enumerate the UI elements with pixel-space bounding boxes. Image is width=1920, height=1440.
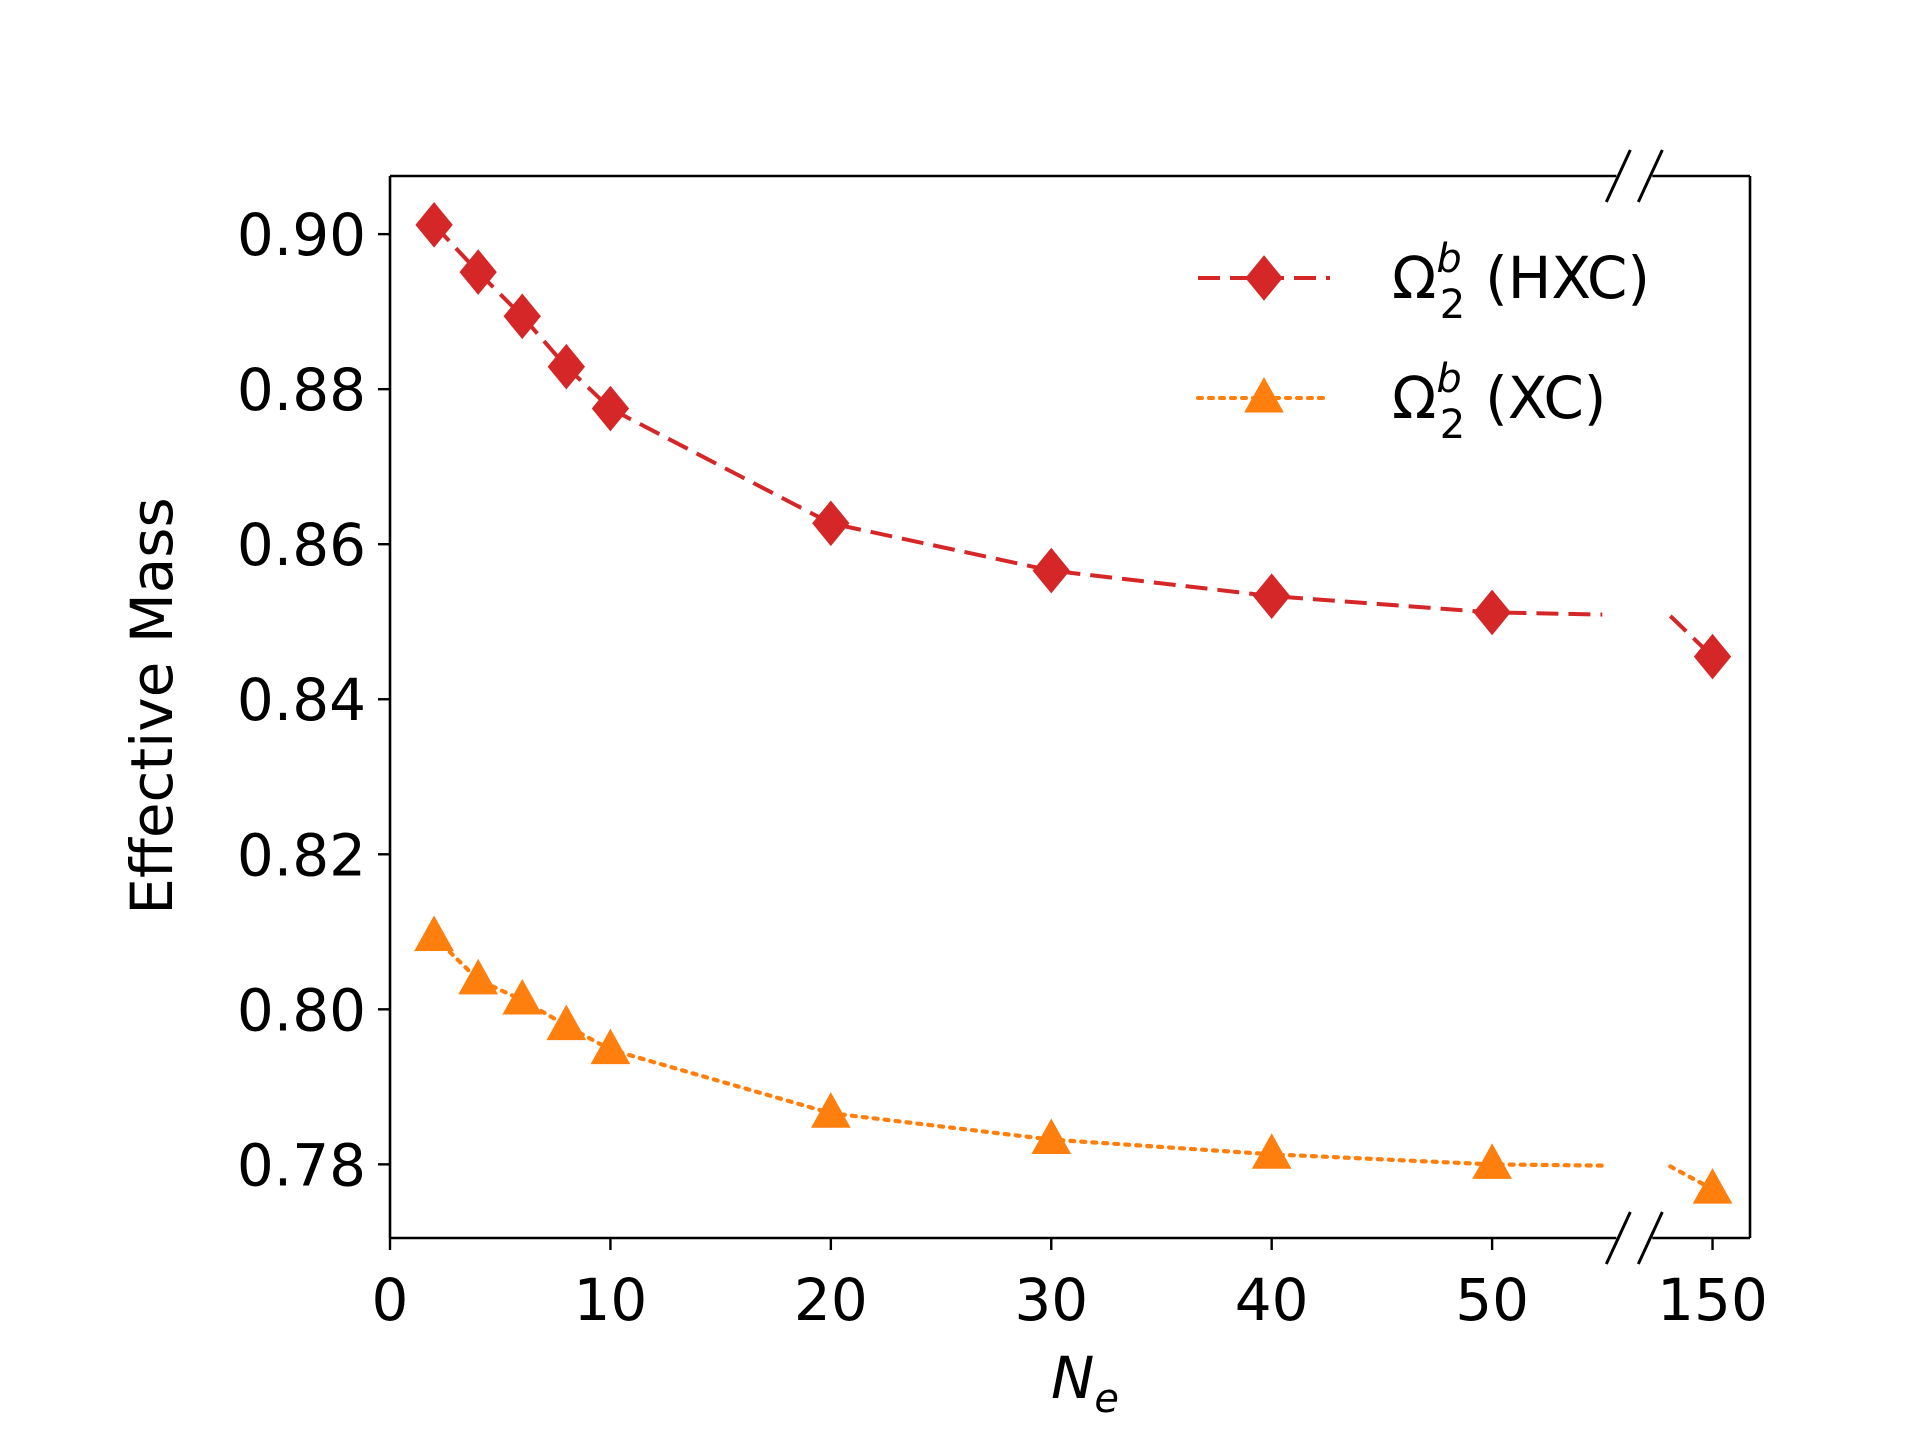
legend-subscript: 2: [1440, 282, 1465, 328]
legend-symbol: Ω: [1392, 364, 1436, 432]
legend-superscript: b: [1436, 356, 1461, 402]
series-xc: [414, 915, 1733, 1204]
x-axis-title: Ne: [1051, 1344, 1119, 1422]
x-tick-label: 50: [1455, 1266, 1529, 1334]
legend-symbol: Ω: [1392, 244, 1436, 312]
y-tick-label: 0.80: [237, 976, 366, 1044]
series-layer: [414, 202, 1733, 1204]
x-axis-title-main: N: [1051, 1344, 1094, 1412]
legend: Ωb 2 (HXC)Ωb 2 (XC): [1196, 236, 1650, 448]
data-point: [1251, 1133, 1292, 1169]
series-line-left: [432, 223, 1603, 617]
y-tick-label: 0.86: [237, 511, 366, 579]
x-axis-title-subscript: e: [1094, 1376, 1119, 1422]
y-tick-label: 0.82: [237, 821, 366, 889]
x-tick-label: 0: [372, 1266, 409, 1334]
data-point: [459, 249, 497, 295]
data-point: [1032, 547, 1070, 594]
plot-frame: [388, 149, 1752, 1265]
x-tick-label: 30: [1014, 1266, 1088, 1334]
y-tick-label: 0.88: [237, 356, 366, 424]
data-point: [502, 978, 543, 1015]
top-axis-break-mark-2: [1636, 149, 1664, 203]
legend-name: (XC): [1485, 364, 1606, 432]
data-point: [1473, 589, 1511, 636]
data-point: [1031, 1118, 1072, 1155]
legend-marker-hxc: [1245, 255, 1283, 301]
legend-superscript: b: [1436, 236, 1461, 282]
x-tick-label: 20: [794, 1266, 868, 1334]
data-point: [458, 958, 499, 995]
y-tick-label: 0.90: [237, 201, 366, 269]
data-point: [503, 293, 541, 340]
data-point: [812, 500, 850, 547]
y-tick-label: 0.84: [237, 666, 366, 734]
data-point: [414, 915, 454, 951]
data-point: [1693, 633, 1732, 680]
legend-label-xc: Ωb 2 (XC): [1392, 356, 1606, 448]
data-point: [591, 385, 630, 432]
data-point: [546, 1004, 587, 1041]
legend-subscript: 2: [1440, 402, 1465, 448]
bottom-axis-break-mark-2: [1636, 1211, 1664, 1265]
x-tick-label: 10: [574, 1266, 648, 1334]
series-hxc: [415, 202, 1732, 680]
series-line-right: [1668, 1164, 1715, 1192]
legend-marker-xc: [1244, 376, 1284, 413]
x-tick-label: 40: [1235, 1266, 1309, 1334]
top-axis-break-mark-1: [1604, 149, 1632, 203]
x-axis: 0 10 20 30 40 50 150: [372, 1238, 1768, 1334]
y-tick-label: 0.78: [237, 1131, 366, 1199]
data-point: [415, 202, 453, 248]
y-axis-title: Effective Mass: [118, 497, 186, 915]
data-point: [1253, 573, 1291, 619]
series-line-left: [432, 934, 1605, 1168]
y-axis: 0.78 0.80 0.82 0.84 0.86 0.88 0.90: [237, 201, 390, 1199]
x-tick-label: 150: [1657, 1266, 1768, 1334]
data-point: [590, 1028, 631, 1065]
data-point: [547, 343, 586, 390]
bottom-axis-break-mark-1: [1604, 1211, 1632, 1265]
data-point: [1692, 1168, 1733, 1204]
data-point: [1472, 1143, 1512, 1179]
data-point: [810, 1092, 851, 1128]
legend-label-hxc: Ωb 2 (HXC): [1392, 236, 1650, 328]
legend-name: (HXC): [1485, 244, 1650, 312]
